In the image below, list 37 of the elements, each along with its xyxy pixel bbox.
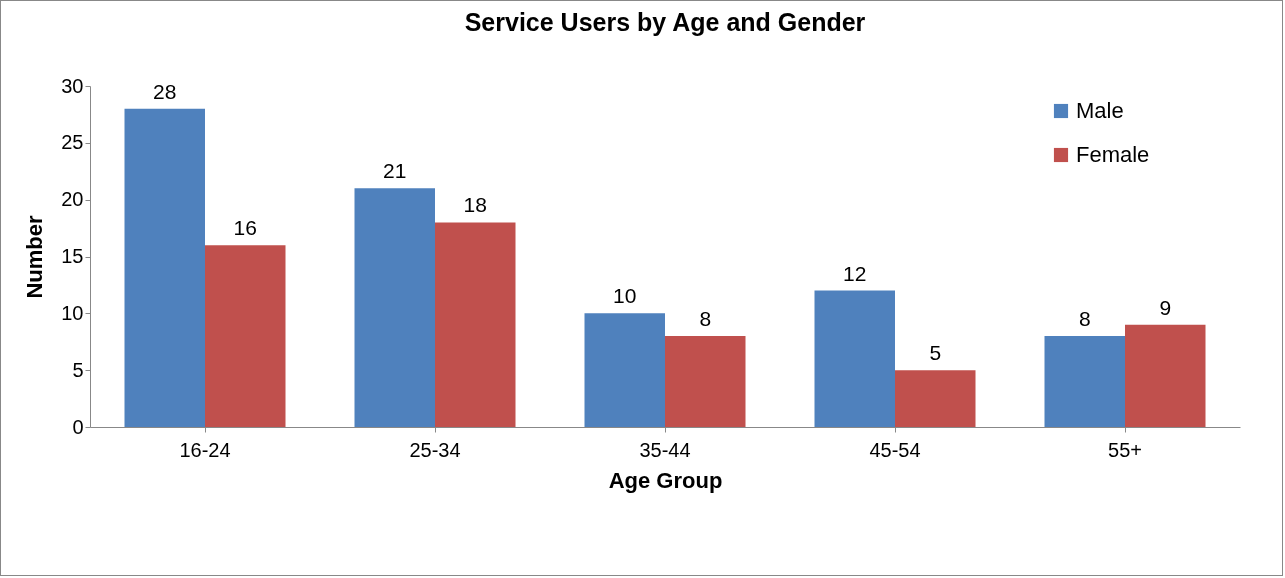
bar — [814, 290, 895, 427]
legend-label: Female — [1076, 142, 1150, 167]
data-label: 8 — [699, 307, 712, 331]
data-label: 21 — [383, 159, 407, 183]
x-tick-label: 55+ — [1108, 438, 1142, 461]
bar — [354, 188, 435, 427]
bar — [435, 222, 516, 427]
y-axis-title: Number — [22, 215, 48, 299]
bar — [205, 245, 286, 427]
y-tick-label: 25 — [61, 131, 84, 154]
data-label: 9 — [1159, 295, 1172, 319]
y-tick-label: 15 — [61, 245, 84, 267]
bar — [584, 313, 665, 427]
y-tick-label: 30 — [61, 74, 84, 97]
x-tick-label: 16-24 — [179, 438, 231, 461]
data-label: 5 — [929, 341, 942, 365]
bar — [1125, 324, 1206, 427]
x-tick-label: 35-44 — [639, 438, 691, 461]
data-label: 16 — [233, 216, 257, 240]
bar — [665, 336, 746, 427]
x-axis-title: Age Group — [608, 467, 723, 493]
data-label: 12 — [843, 261, 867, 285]
y-tick-label: 20 — [61, 188, 84, 211]
data-label: 28 — [153, 79, 177, 103]
y-tick-label: 5 — [72, 358, 84, 381]
bar — [124, 108, 205, 427]
y-tick-label: 10 — [61, 301, 84, 324]
x-tick-label: 45-54 — [869, 438, 921, 461]
legend-label: Male — [1076, 98, 1124, 123]
data-label: 18 — [463, 193, 487, 217]
bar — [895, 370, 976, 427]
y-tick-label: 0 — [72, 415, 84, 438]
data-label: 10 — [613, 284, 637, 308]
bar — [1044, 336, 1125, 427]
x-tick-label: 25-34 — [409, 438, 461, 461]
chart-title: Service Users by Age and Gender — [464, 8, 866, 36]
data-label: 8 — [1078, 307, 1091, 331]
